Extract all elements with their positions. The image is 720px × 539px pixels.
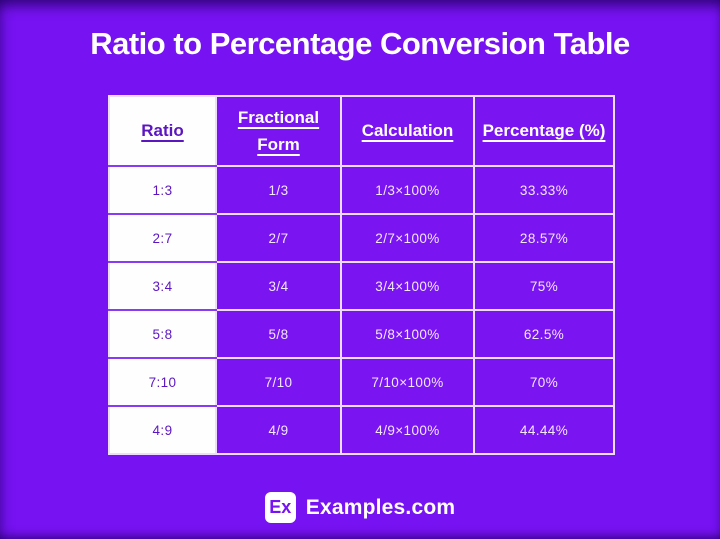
brand-name: Examples.com xyxy=(305,495,456,519)
column-header-calculation: Calculation xyxy=(340,95,475,167)
table-row: 2:7 2/7 2/7×100% 28.57% xyxy=(108,213,615,263)
fraction-cell: 1/3 xyxy=(215,165,342,215)
page-title: Ratio to Percentage Conversion Table xyxy=(90,26,630,61)
ratio-percentage-table: Ratio Fractional Form Calculation Percen… xyxy=(108,95,615,455)
calculation-cell: 3/4×100% xyxy=(340,261,475,311)
table-header-row: Ratio Fractional Form Calculation Percen… xyxy=(108,95,615,167)
percentage-cell: 28.57% xyxy=(473,213,615,263)
fraction-cell: 2/7 xyxy=(215,213,342,263)
calculation-cell: 1/3×100% xyxy=(340,165,475,215)
percentage-cell: 44.44% xyxy=(473,405,615,455)
fraction-cell: 3/4 xyxy=(215,261,342,311)
calculation-cell: 4/9×100% xyxy=(340,405,475,455)
column-header-percentage: Percentage (%) xyxy=(473,95,615,167)
ratio-cell: 3:4 xyxy=(108,261,217,311)
column-header-fractional-form: Fractional Form xyxy=(215,95,342,167)
examples-logo: Ex xyxy=(264,492,296,523)
calculation-cell: 7/10×100% xyxy=(340,357,475,407)
percentage-cell: 75% xyxy=(473,261,615,311)
ratio-cell: 2:7 xyxy=(108,213,217,263)
percentage-cell: 70% xyxy=(473,357,615,407)
table-row: 1:3 1/3 1/3×100% 33.33% xyxy=(108,165,615,215)
brand-footer: Ex Examples.com xyxy=(0,492,720,523)
ratio-cell: 7:10 xyxy=(108,357,217,407)
table-row: 7:10 7/10 7/10×100% 70% xyxy=(108,357,615,407)
calculation-cell: 2/7×100% xyxy=(340,213,475,263)
table-row: 5:8 5/8 5/8×100% 62.5% xyxy=(108,309,615,359)
fraction-cell: 5/8 xyxy=(215,309,342,359)
percentage-cell: 33.33% xyxy=(473,165,615,215)
ratio-cell: 1:3 xyxy=(108,165,217,215)
table-row: 4:9 4/9 4/9×100% 44.44% xyxy=(108,405,615,455)
ratio-cell: 5:8 xyxy=(108,309,217,359)
table-row: 3:4 3/4 3/4×100% 75% xyxy=(108,261,615,311)
percentage-cell: 62.5% xyxy=(473,309,615,359)
column-header-ratio: Ratio xyxy=(108,95,217,167)
calculation-cell: 5/8×100% xyxy=(340,309,475,359)
fraction-cell: 4/9 xyxy=(215,405,342,455)
ratio-cell: 4:9 xyxy=(108,405,217,455)
fraction-cell: 7/10 xyxy=(215,357,342,407)
